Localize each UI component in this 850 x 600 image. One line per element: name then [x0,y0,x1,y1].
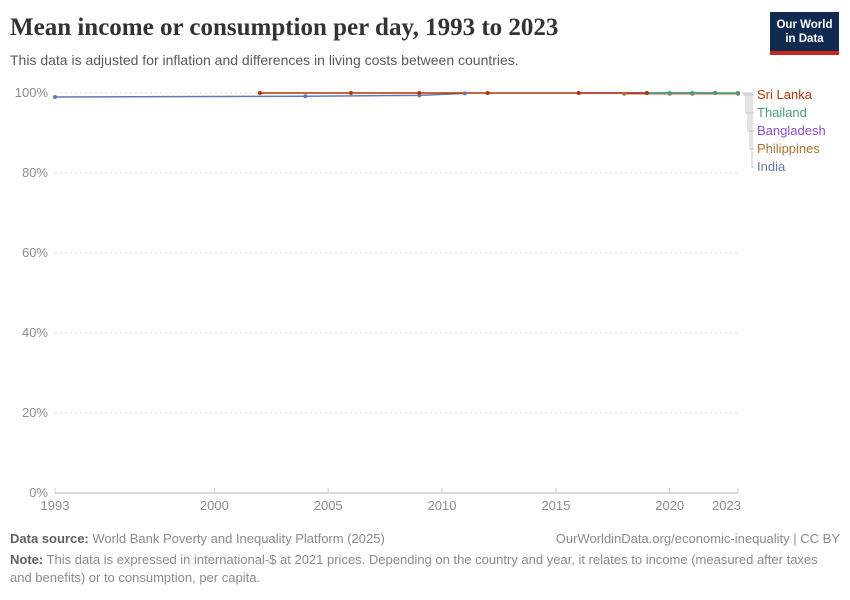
x-axis-tick-label: 2010 [428,498,457,513]
marker-thailand [736,91,740,95]
owid-logo-line1: Our World [776,19,833,31]
y-axis-tick-label: 100% [15,85,49,100]
marker-sri-lanka [348,91,353,95]
y-axis-tick-label: 80% [22,165,48,180]
owid-logo[interactable]: Our World in Data [770,12,839,55]
chart-subtitle: This data is adjusted for inflation and … [10,52,519,68]
legend-connectors [742,92,754,168]
marker-philippines [622,91,627,96]
x-axis-tick-label: 2015 [541,498,570,513]
x-axis-tick-label: 1993 [41,498,70,513]
legend-item-sri-lanka[interactable]: Sri Lanka [757,87,812,102]
legend-item-philippines[interactable]: Philippines [757,141,820,156]
x-axis-tick-label: 2005 [314,498,343,513]
owid-cc-link[interactable]: OurWorldinData.org/economic-inequality |… [555,531,840,546]
series-lines [54,92,738,98]
x-axis-tick-label: 2020 [655,498,684,513]
data-source-label: Data source: [10,531,89,546]
y-axis-tick-label: 40% [22,325,48,340]
x-axis-tick-label: 2000 [200,498,229,513]
legend-item-thailand[interactable]: Thailand [757,105,807,120]
marker-thailand [667,91,672,95]
legend-item-bangladesh[interactable]: Bangladesh [757,123,826,138]
gridlines: 0% 20% 40% 60% 80% 100% [15,85,738,500]
x-axis: 1993 2000 2005 2010 2015 2020 2023 [41,488,741,513]
marker-sri-lanka [257,91,262,95]
marker-sri-lanka [485,91,490,95]
footer-note-text: This data is expressed in international-… [10,552,818,586]
y-axis-tick-label: 60% [22,245,48,260]
line-india[interactable] [54,92,465,98]
marker-thailand [690,91,695,95]
series-markers [53,91,740,99]
marker-india [462,91,467,96]
marker-sri-lanka [644,91,649,95]
data-source-value: World Bank Poverty and Inequality Platfo… [92,531,385,546]
marker-sri-lanka [417,91,422,95]
y-axis-tick-label: 0% [29,485,48,500]
marker-sri-lanka [576,91,581,95]
footer-source-row: Data source: World Bank Poverty and Ineq… [10,531,840,546]
footer-note-label: Note: [10,552,44,567]
page-title: Mean income or consumption per day, 1993… [10,14,559,41]
marker-thailand [713,91,718,95]
chart-canvas: 0% 20% 40% 60% 80% 100% 1993 2000 2005 2010 2015 20… [15,85,754,513]
x-axis-tick-label: 2023 [712,498,741,513]
footer-note: Note: This data is expressed in internat… [10,551,822,587]
marker-india [303,94,308,99]
data-source-text: Data source: World Bank Poverty and Ineq… [10,531,385,546]
marker-india [53,95,57,99]
owid-logo-line2: in Data [785,33,824,45]
legend-item-india[interactable]: India [757,159,786,174]
y-axis-tick-label: 20% [22,405,48,420]
